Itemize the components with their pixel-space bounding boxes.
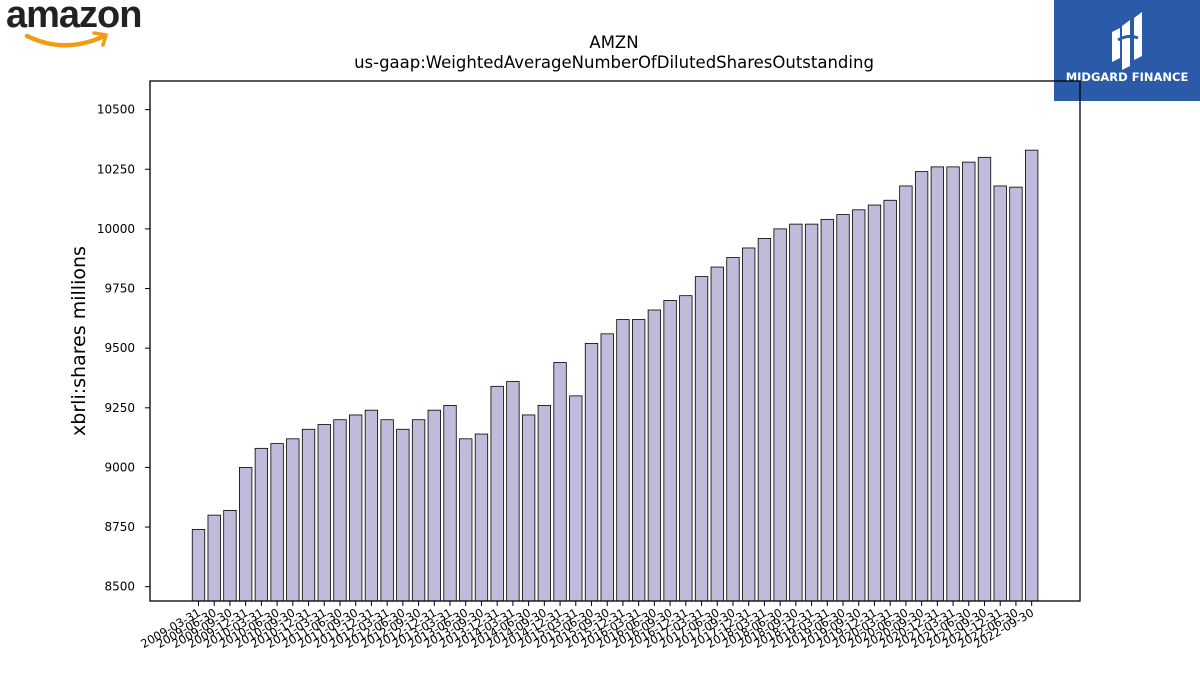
bar <box>411 419 426 602</box>
y-axis-ticks: 8500 8750 9000 9250 9500 9750 10000 10250 10500 <box>97 103 150 594</box>
bar <box>349 414 363 602</box>
y-tick-label: 10000 <box>97 222 135 236</box>
bar <box>632 319 646 602</box>
bar <box>852 209 866 602</box>
bar <box>1025 149 1039 602</box>
bar <box>254 447 269 602</box>
bar <box>584 342 599 602</box>
x-axis-ticks: 2009-03-312009-06-302009-09-302009-12-31… <box>138 601 1036 651</box>
y-tick-label: 9250 <box>104 401 135 415</box>
bars-group <box>191 149 1039 602</box>
amazon-smile-icon <box>24 31 108 48</box>
bar <box>459 438 473 602</box>
bar <box>647 309 662 602</box>
bar <box>600 333 614 602</box>
midgard-finance-name: MIDGARD FINANCE <box>1065 70 1189 84</box>
y-axis-label: xbrli:shares millions <box>68 246 90 436</box>
bar <box>757 238 772 602</box>
bar <box>490 385 504 602</box>
y-tick-label: 10250 <box>97 162 135 176</box>
bar <box>867 204 882 602</box>
y-tick-label: 9000 <box>104 460 135 474</box>
bar <box>616 319 630 602</box>
amazon-logo: amazon <box>4 0 154 52</box>
bar <box>286 438 300 602</box>
bar <box>427 409 441 602</box>
bar <box>679 295 693 602</box>
bar <box>694 276 709 602</box>
bar <box>977 156 992 602</box>
bar <box>914 171 929 602</box>
bar <box>569 395 583 602</box>
bar <box>333 419 347 602</box>
bar <box>726 257 740 602</box>
bar <box>993 185 1007 602</box>
chart-subtitle: us-gaap:WeightedAverageNumberOfDilutedSh… <box>354 53 874 72</box>
bar <box>899 185 913 602</box>
bar <box>946 166 960 602</box>
bar <box>883 199 897 602</box>
y-tick-label: 9750 <box>104 282 135 296</box>
midgard-emblem-icon <box>1112 12 1142 70</box>
bar <box>396 428 410 602</box>
plot-frame <box>149 80 1081 602</box>
bar <box>930 166 944 602</box>
bar <box>207 514 221 602</box>
bar <box>537 404 551 602</box>
bar <box>301 428 316 602</box>
amazon-logo-wordmark: amazon <box>6 0 142 36</box>
bar <box>742 247 756 602</box>
bar <box>820 218 834 602</box>
bar <box>553 362 567 602</box>
y-tick-label: 8750 <box>104 520 135 534</box>
bar <box>962 161 976 602</box>
bar <box>191 529 206 602</box>
bar <box>773 228 787 602</box>
bar <box>317 424 331 602</box>
bar <box>663 300 677 602</box>
bar <box>474 433 489 602</box>
bar <box>380 419 394 602</box>
bar <box>836 214 850 602</box>
bar <box>364 409 379 602</box>
bar <box>443 404 457 602</box>
bar <box>521 414 536 602</box>
bar <box>239 467 253 602</box>
y-tick-label: 8500 <box>104 580 135 594</box>
bar <box>789 223 803 602</box>
bar <box>270 443 284 602</box>
midgard-finance-logo: MIDGARD FINANCE <box>1054 0 1200 101</box>
bar <box>804 223 819 602</box>
bar <box>506 381 520 602</box>
chart-title: AMZN <box>589 33 638 52</box>
bar <box>223 509 237 602</box>
y-tick-label: 10500 <box>97 103 135 117</box>
y-tick-label: 9500 <box>104 341 135 355</box>
bar <box>1009 186 1023 602</box>
bar <box>710 266 724 602</box>
